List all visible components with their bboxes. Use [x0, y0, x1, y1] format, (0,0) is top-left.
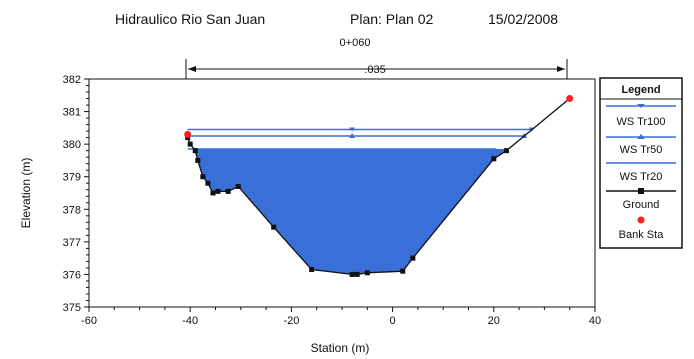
- ground-point: [410, 255, 416, 261]
- x-tick-label: -60: [81, 315, 97, 327]
- legend-label-ws-tr100: WS Tr100: [617, 116, 666, 128]
- section-label: 0+060: [340, 37, 371, 49]
- chart-title-plan: Plan: Plan 02: [350, 11, 433, 27]
- y-axis: 375 376 377 378 379 380 381 382: [63, 74, 89, 314]
- legend-item-ws-tr100: WS Tr100: [606, 104, 676, 128]
- water-surface-layer: [184, 127, 535, 150]
- ground-point: [210, 190, 216, 196]
- legend-label-ground: Ground: [623, 199, 660, 211]
- x-axis: -60 -40 -20 0 20 40: [81, 307, 601, 327]
- ground-point: [225, 188, 231, 194]
- legend-label-bank-sta: Bank Sta: [619, 229, 665, 241]
- ground-point: [195, 157, 201, 163]
- legend-label-ws-tr20: WS Tr20: [620, 171, 663, 183]
- ground-point: [200, 174, 206, 180]
- ws-tr50-marker: [349, 133, 356, 138]
- ground-point: [503, 148, 509, 154]
- y-tick-label: 379: [63, 172, 81, 184]
- ws-tr100-marker: [349, 127, 356, 132]
- chart-title-project: Hidraulico Rio San Juan: [115, 11, 265, 27]
- ground-point: [349, 271, 355, 277]
- x-tick-label: 40: [589, 315, 601, 327]
- legend-title: Legend: [621, 84, 660, 96]
- y-tick-label: 381: [63, 107, 81, 119]
- y-tick-label: 376: [63, 269, 81, 281]
- ground-point: [192, 148, 198, 154]
- x-axis-label: Station (m): [311, 341, 370, 355]
- y-tick-label: 377: [63, 237, 81, 249]
- water-fill-area: [187, 149, 509, 275]
- ground-point: [235, 183, 241, 189]
- legend-item-ws-tr20: WS Tr20: [606, 162, 676, 183]
- manning-n-bar: [185, 59, 568, 79]
- ground-point: [271, 224, 277, 230]
- legend-item-ground: Ground: [606, 188, 676, 211]
- y-tick-label: 380: [63, 139, 81, 151]
- x-tick-label: -20: [283, 315, 299, 327]
- ground-point: [354, 271, 360, 277]
- ground-point: [205, 180, 211, 186]
- x-tick-label: 0: [390, 315, 396, 327]
- legend-item-bank-sta: Bank Sta: [619, 216, 665, 241]
- y-tick-label: 375: [63, 302, 81, 314]
- y-tick-label: 378: [63, 204, 81, 216]
- x-tick-label: -40: [182, 315, 198, 327]
- ground-point: [215, 188, 221, 194]
- bank-station-point: [566, 95, 574, 103]
- legend-item-ws-tr50: WS Tr50: [606, 134, 676, 156]
- x-tick-label: 20: [488, 315, 500, 327]
- legend: Legend WS Tr100 WS Tr50 WS Tr20 Ground B…: [599, 77, 683, 249]
- bank-station-point: [184, 130, 192, 138]
- legend-label-ws-tr50: WS Tr50: [620, 144, 663, 156]
- ground-point: [491, 156, 497, 162]
- ground-point: [400, 268, 406, 274]
- chart-title-date: 15/02/2008: [488, 11, 558, 27]
- manning-n-label: .035: [364, 64, 385, 76]
- y-axis-label: Elevation (m): [19, 158, 33, 229]
- y-tick-label: 382: [63, 74, 81, 86]
- ground-point: [309, 267, 315, 273]
- ground-point: [187, 141, 193, 147]
- water-area-layer: [187, 149, 509, 275]
- bank-station-layer: [184, 95, 574, 138]
- ground-point: [364, 270, 370, 276]
